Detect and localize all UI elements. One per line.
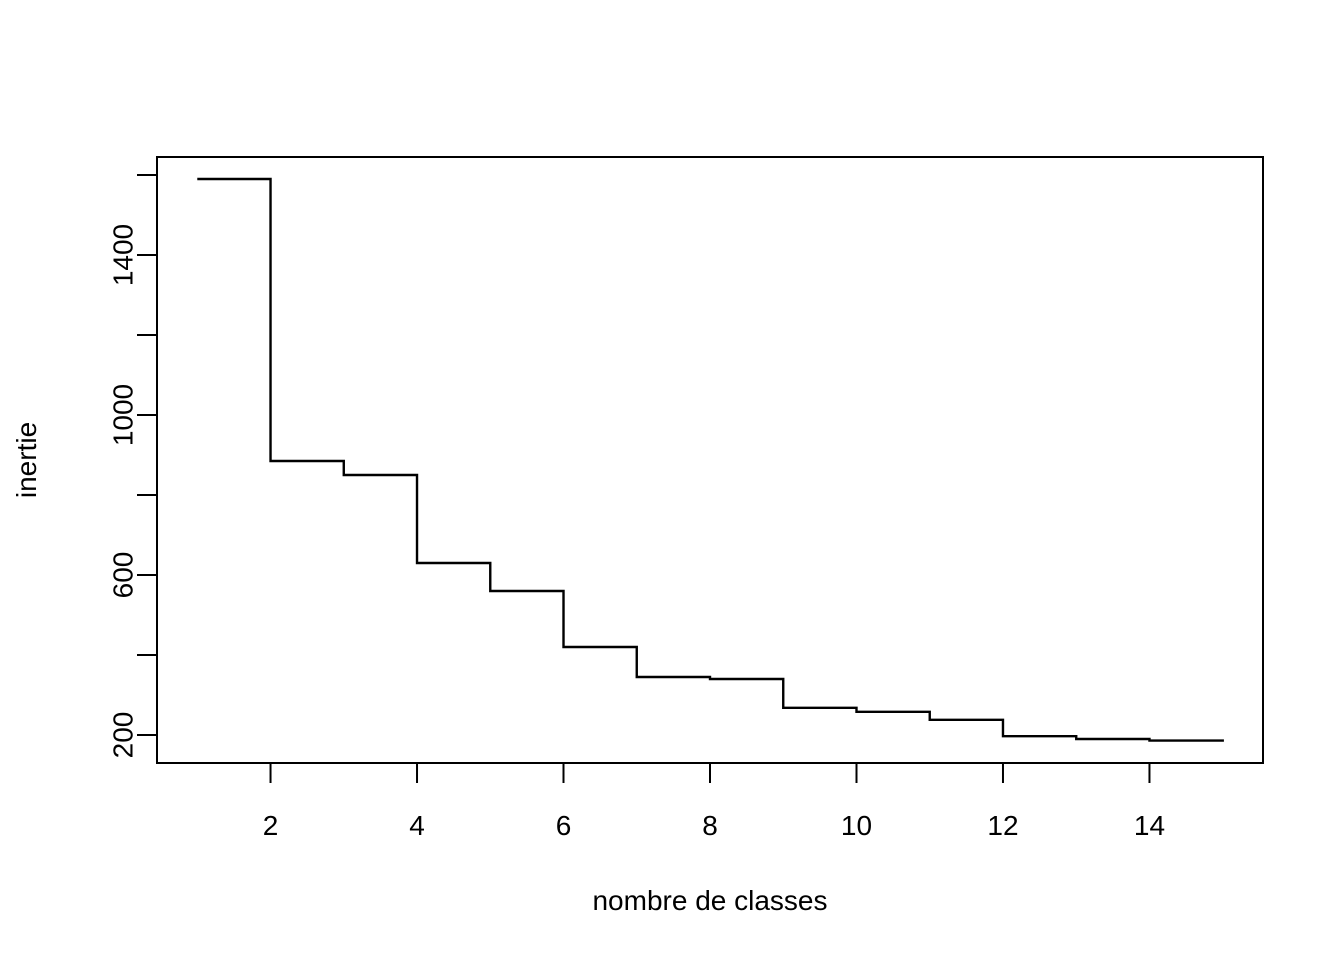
- series-group: [197, 177, 1224, 742]
- x-tick-label: 12: [987, 810, 1018, 841]
- y-tick-label: 200: [108, 712, 139, 759]
- y-tick-label: 1400: [108, 224, 139, 286]
- x-axis-label: nombre de classes: [592, 885, 827, 916]
- y-axis: 200 600 1000 1400: [108, 174, 157, 759]
- x-tick-label: 10: [841, 810, 872, 841]
- x-tick-label: 4: [409, 810, 425, 841]
- y-tick-label: 1000: [108, 384, 139, 446]
- y-tick-label: 600: [108, 552, 139, 599]
- step-line: [197, 177, 1224, 742]
- x-tick-label: 2: [263, 810, 279, 841]
- y-axis-label: inertie: [11, 422, 42, 498]
- x-tick-label: 6: [556, 810, 572, 841]
- x-tick-label: 8: [702, 810, 718, 841]
- x-axis: 2 4 6 8 10 12 14: [263, 763, 1165, 841]
- x-tick-label: 14: [1134, 810, 1165, 841]
